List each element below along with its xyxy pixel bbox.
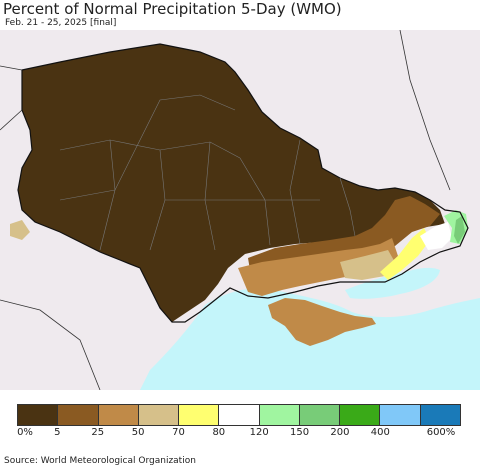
legend-swatch [420,405,460,425]
source-credit: Source: World Meteorological Organizatio… [4,456,196,466]
region-green [454,216,465,244]
crimea [268,298,376,346]
sea-of-azov [345,267,440,299]
legend-tick-label: 5 [54,427,61,438]
legend-tick-label: 70 [172,427,185,438]
map-title: Percent of Normal Precipitation 5-Day (W… [3,0,342,18]
country-border [17,43,469,323]
legend-swatch [299,405,341,425]
oblast-borders [59,94,356,251]
legend-swatch [138,405,180,425]
legend-ticks: 0% 5 25 50 70 80 120 150 200 400 600% [0,427,480,441]
legend-tick-label: 0% [17,427,33,438]
legend-tick-label: 400 [370,427,390,438]
legend-tick-label: 120 [249,427,269,438]
region-west-spot [10,220,30,240]
legend-swatch [18,405,59,425]
legend-tick-label: 80 [212,427,226,438]
region-dark [18,44,445,322]
map-subtitle: Feb. 21 - 25, 2025 [final] [5,18,117,28]
neighbor-borders [0,30,451,390]
legend-swatch [259,405,300,425]
legend-swatch [380,405,421,425]
precipitation-map [0,30,480,390]
legend-tick-label: 50 [131,427,145,438]
legend-tick-label: 600% [426,427,456,438]
region-yellow [380,228,430,280]
legend-swatch [340,405,381,425]
region-normal [420,222,452,250]
legend-tick-label: 200 [330,427,350,438]
legend-tick-label: 25 [91,427,105,438]
legend-swatch [219,405,260,425]
region-light-brown [238,238,398,296]
legend-bar [17,404,461,426]
legend-swatch [179,405,220,425]
legend-tick-label: 150 [289,427,310,438]
legend-swatch [98,405,139,425]
legend-swatch [58,405,99,425]
